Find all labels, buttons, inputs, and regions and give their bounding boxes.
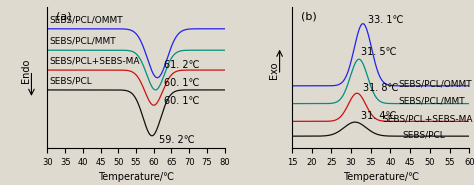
Text: SEBS/PCL: SEBS/PCL	[49, 76, 92, 85]
Text: SEBS/PCL+SEBS-MA: SEBS/PCL+SEBS-MA	[49, 56, 140, 65]
Text: SEBS/PCL/MMT: SEBS/PCL/MMT	[398, 97, 465, 106]
X-axis label: Temperature/℃: Temperature/℃	[98, 172, 174, 182]
Text: 31. 4℃: 31. 4℃	[361, 111, 396, 121]
Text: Exo: Exo	[269, 62, 279, 79]
Text: 60. 1℃: 60. 1℃	[164, 96, 200, 106]
Text: 33. 1℃: 33. 1℃	[368, 15, 403, 25]
Text: 61. 2℃: 61. 2℃	[164, 60, 200, 70]
Text: SEBS/PCL: SEBS/PCL	[402, 130, 445, 139]
Text: SEBS/PCL/OMMT: SEBS/PCL/OMMT	[398, 79, 472, 88]
Text: 31. 8℃: 31. 8℃	[363, 83, 399, 92]
Text: 60. 1℃: 60. 1℃	[164, 78, 200, 88]
Text: 59. 2℃: 59. 2℃	[159, 135, 195, 145]
Text: (a): (a)	[56, 12, 72, 22]
X-axis label: Temperature/℃: Temperature/℃	[343, 172, 419, 182]
Text: SEBS/PCL+SEBS-MA: SEBS/PCL+SEBS-MA	[383, 115, 473, 124]
Text: Endo: Endo	[21, 58, 31, 83]
Text: SEBS/PCL/OMMT: SEBS/PCL/OMMT	[49, 16, 123, 25]
Text: (b): (b)	[301, 12, 317, 22]
Text: 31. 5℃: 31. 5℃	[361, 47, 397, 57]
Text: SEBS/PCL/MMT: SEBS/PCL/MMT	[49, 37, 116, 46]
